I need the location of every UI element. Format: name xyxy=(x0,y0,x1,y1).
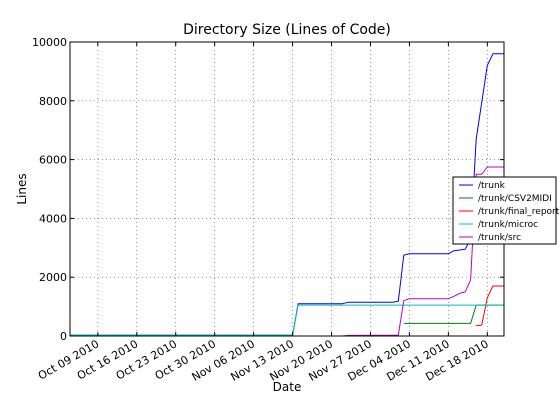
y-axis-title: Lines xyxy=(15,173,29,204)
y-tick-label: 4000 xyxy=(39,212,67,225)
series-layer xyxy=(70,53,504,337)
legend-label: /trunk/src xyxy=(478,233,521,243)
series-line-trunk-src xyxy=(292,166,504,337)
y-tick-label: 2000 xyxy=(39,271,67,284)
x-axis-title: Date xyxy=(273,380,302,394)
legend-label: /trunk/final_report xyxy=(478,207,560,217)
y-tick-label: 10000 xyxy=(32,36,67,49)
series-line-trunk-final-report xyxy=(476,285,504,327)
legend: /trunk/trunk/CSV2MIDI/trunk/final_report… xyxy=(452,176,560,245)
y-tick-label: 0 xyxy=(60,330,67,343)
series-line-trunk-microc xyxy=(70,304,504,336)
grid xyxy=(70,42,504,336)
legend-label: /trunk xyxy=(478,181,506,191)
legend-items: /trunk/trunk/CSV2MIDI/trunk/final_report… xyxy=(459,181,560,243)
chart-title: Directory Size (Lines of Code) xyxy=(183,22,391,38)
legend-label: /trunk/microc xyxy=(478,220,538,230)
legend-label: /trunk/CSV2MIDI xyxy=(478,194,552,204)
y-tick-label: 6000 xyxy=(39,154,67,167)
y-tick-label: 8000 xyxy=(39,95,67,108)
series-line-trunk xyxy=(70,53,504,336)
